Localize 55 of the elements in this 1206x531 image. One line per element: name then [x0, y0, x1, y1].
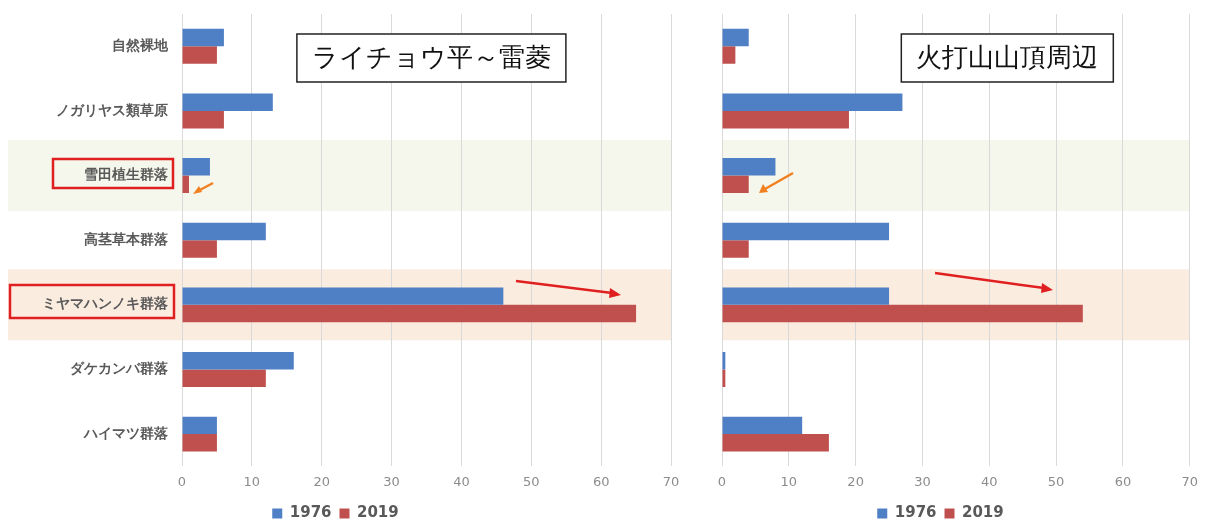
x-tick-label: 20 [847, 473, 864, 489]
bar [722, 222, 890, 241]
bar [182, 416, 217, 435]
bar [182, 434, 217, 452]
x-tick-label: 10 [243, 473, 261, 489]
x-tick-label: 40 [981, 473, 998, 489]
bar [722, 304, 1083, 323]
bar [722, 240, 749, 258]
bar [722, 93, 903, 111]
bar [722, 46, 736, 64]
y-tick-label: 高茎草本群落 [84, 230, 169, 247]
bar [182, 240, 217, 258]
text: 火打山山頂周辺 [916, 41, 1099, 72]
text: ライチョウ平～雷菱 [311, 41, 551, 72]
legend-label: 1976 [289, 503, 332, 522]
x-tick-label: 70 [662, 473, 680, 489]
x-tick-label: 60 [1114, 473, 1132, 489]
x-tick-label: 0 [177, 473, 187, 489]
bar [182, 28, 224, 47]
x-tick-label: 60 [592, 473, 610, 489]
bar [722, 416, 803, 435]
bar [722, 28, 749, 47]
legend-label: 2019 [357, 503, 399, 522]
legend-label: 1976 [894, 503, 937, 522]
bar [182, 158, 210, 176]
y-tick-label: 自然裸地 [112, 36, 169, 53]
bar [722, 434, 829, 452]
bar [182, 369, 266, 387]
y-tick-label: 雪田植生群落 [84, 166, 169, 183]
bar [182, 175, 189, 194]
bar [182, 287, 504, 305]
bar [722, 110, 849, 129]
y-tick-label: ハイマツ群落 [83, 424, 169, 441]
bar [722, 158, 776, 176]
bar [182, 304, 637, 323]
bar [182, 46, 217, 64]
x-tick-label: 30 [383, 473, 400, 489]
x-tick-label: 0 [717, 473, 727, 489]
x-tick-label: 10 [780, 473, 798, 489]
x-tick-label: 50 [523, 473, 540, 489]
bar [722, 175, 749, 194]
bar [182, 110, 224, 129]
x-tick-label: 70 [1181, 473, 1198, 489]
x-tick-label: 50 [1047, 473, 1065, 489]
y-tick-label: ノガリヤス類草原 [56, 101, 168, 118]
bar [182, 93, 273, 111]
y-tick-label: ダケカンバ群落 [70, 360, 169, 377]
legend-label: 2019 [962, 503, 1004, 522]
x-tick-label: 30 [914, 473, 931, 489]
x-tick-label: 40 [453, 473, 470, 489]
bar [182, 352, 294, 370]
bar [722, 287, 890, 305]
x-tick-label: 20 [313, 473, 330, 489]
y-tick-label: ミヤマハンノキ群落 [42, 295, 169, 312]
bar [182, 222, 266, 241]
